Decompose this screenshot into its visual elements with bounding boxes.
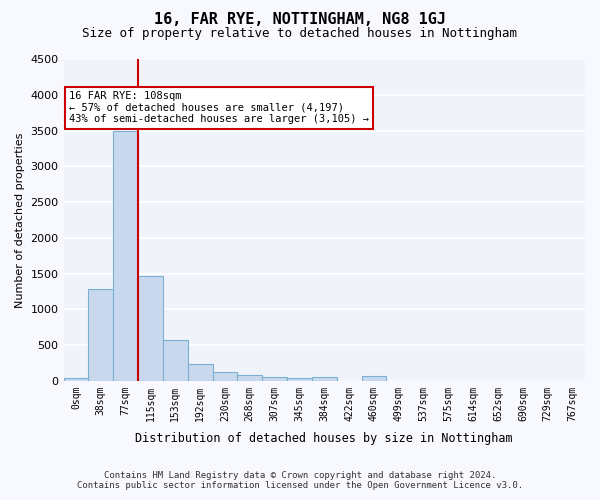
Bar — [88, 289, 113, 381]
Bar — [238, 375, 262, 381]
Bar — [262, 377, 287, 381]
Text: Contains HM Land Registry data © Crown copyright and database right 2024.
Contai: Contains HM Land Registry data © Crown c… — [77, 470, 523, 490]
Text: 16, FAR RYE, NOTTINGHAM, NG8 1GJ: 16, FAR RYE, NOTTINGHAM, NG8 1GJ — [154, 12, 446, 28]
Y-axis label: Number of detached properties: Number of detached properties — [15, 132, 25, 308]
Bar — [163, 340, 188, 381]
Bar — [312, 377, 337, 381]
Text: 16 FAR RYE: 108sqm
← 57% of detached houses are smaller (4,197)
43% of semi-deta: 16 FAR RYE: 108sqm ← 57% of detached hou… — [69, 91, 369, 124]
Bar — [362, 376, 386, 381]
X-axis label: Distribution of detached houses by size in Nottingham: Distribution of detached houses by size … — [136, 432, 513, 445]
Bar — [138, 276, 163, 381]
Bar — [287, 378, 312, 381]
Bar — [64, 378, 88, 381]
Bar — [113, 130, 138, 381]
Bar — [212, 372, 238, 381]
Bar — [188, 364, 212, 381]
Text: Size of property relative to detached houses in Nottingham: Size of property relative to detached ho… — [83, 28, 517, 40]
